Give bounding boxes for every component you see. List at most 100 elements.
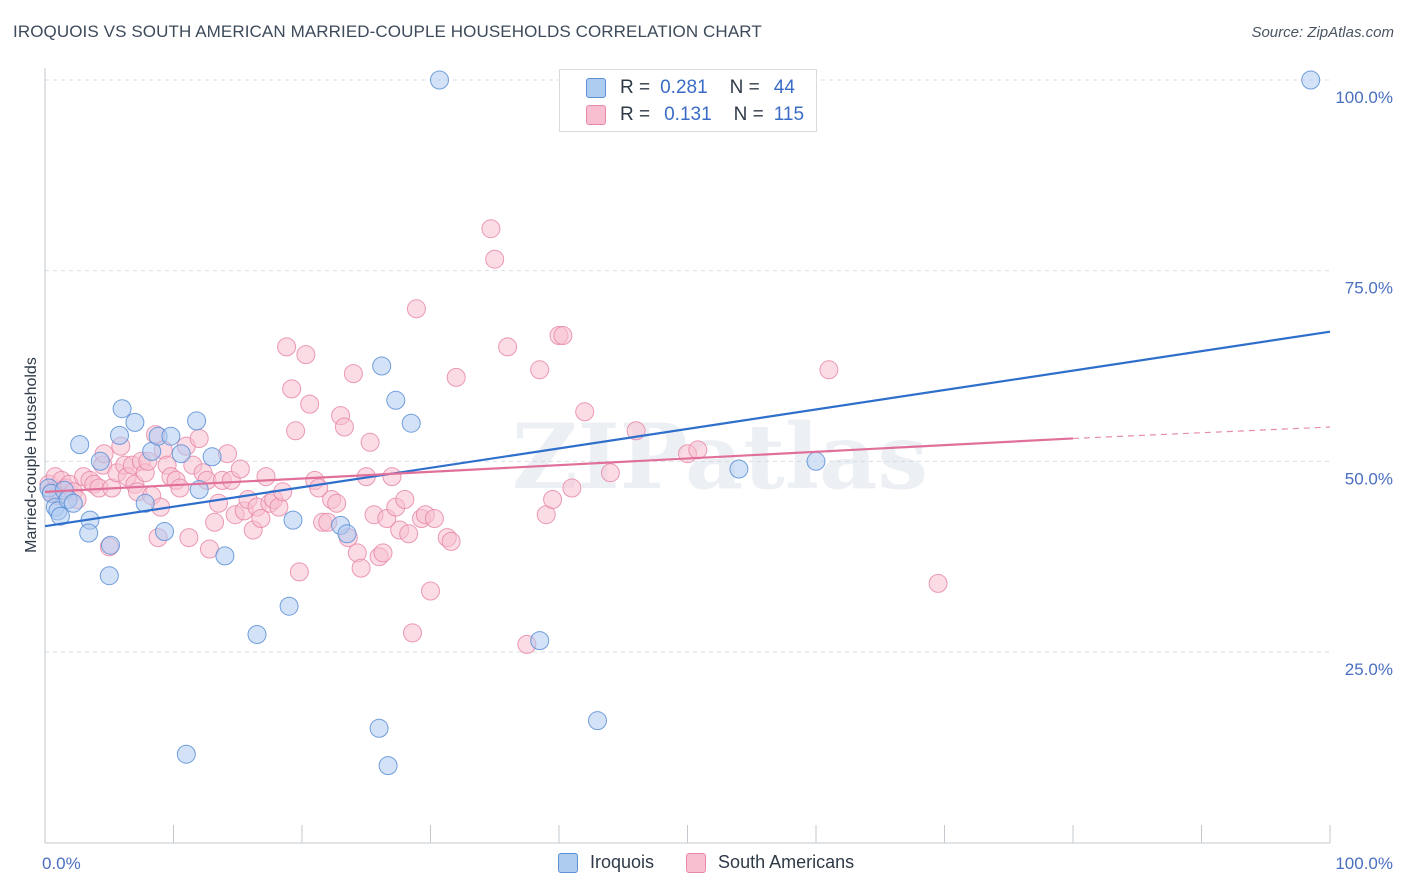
point-south-americans [286, 421, 306, 441]
point-south-americans [485, 249, 505, 269]
point-iroquois [202, 447, 222, 467]
point-south-americans [230, 459, 250, 479]
series-legend-item-iroquois[interactable]: Iroquois [558, 852, 654, 873]
y-tick-label: 50.0% [1345, 469, 1393, 488]
point-south-americans [382, 467, 402, 487]
legend-swatch-south-americans [586, 105, 606, 125]
x-tick-label: 100.0% [1335, 854, 1393, 873]
point-iroquois [337, 524, 357, 544]
point-south-americans [360, 432, 380, 452]
y-tick-label: 100.0% [1335, 88, 1393, 107]
point-iroquois [135, 493, 155, 513]
legend-swatch-iroquois [586, 78, 606, 98]
point-south-americans [481, 219, 501, 239]
axes [44, 68, 1331, 844]
point-iroquois [279, 596, 299, 616]
point-iroquois [63, 493, 83, 513]
legend-r-label: R = [620, 77, 651, 98]
point-south-americans [289, 562, 309, 582]
point-south-americans [543, 490, 563, 509]
point-south-americans [928, 573, 948, 593]
legend-n-label: N = [729, 77, 760, 98]
y-tick-label: 75.0% [1345, 279, 1393, 298]
point-iroquois [125, 412, 145, 432]
point-south-americans [300, 394, 320, 414]
point-iroquois [176, 744, 196, 764]
series-label-iroquois: Iroquois [590, 852, 655, 872]
point-south-americans [424, 509, 444, 528]
legend-row-iroquois: R = 0.281 N = 44 [586, 76, 795, 100]
point-south-americans [399, 524, 419, 544]
legend-n-label: N = [733, 104, 764, 125]
point-south-americans [403, 623, 422, 643]
point-south-americans [334, 417, 354, 437]
point-south-americans [498, 337, 518, 357]
point-south-americans [373, 543, 393, 563]
point-south-americans [277, 337, 297, 357]
point-south-americans [395, 490, 415, 509]
point-south-americans [406, 299, 426, 319]
point-south-americans [562, 478, 582, 498]
chart-source: Source: ZipAtlas.com [1251, 24, 1394, 41]
legend-r-label: R = [620, 104, 651, 125]
trend-line-iroquois [44, 330, 1331, 528]
x-tick-label: 0.0% [42, 854, 81, 873]
series-label-south-americans: South Americans [718, 852, 855, 872]
point-south-americans [819, 360, 839, 380]
point-iroquois [70, 435, 90, 455]
point-iroquois [372, 356, 392, 376]
point-iroquois [530, 631, 550, 651]
point-south-americans [205, 512, 225, 532]
point-iroquois [247, 625, 267, 644]
chart-title: IROQUOIS VS SOUTH AMERICAN MARRIED-COUPL… [13, 22, 762, 41]
point-iroquois [729, 459, 749, 479]
point-iroquois [378, 756, 398, 776]
y-axis-title: Married-couple Households [23, 357, 40, 553]
point-south-americans [170, 478, 190, 498]
point-south-americans [688, 440, 708, 460]
point-south-americans [575, 402, 595, 422]
point-iroquois [430, 70, 449, 90]
point-south-americans [189, 429, 209, 448]
point-iroquois [101, 535, 120, 555]
point-iroquois [588, 711, 607, 731]
point-south-americans [256, 467, 276, 487]
point-south-americans [553, 326, 573, 345]
point-iroquois [112, 399, 132, 419]
point-iroquois [90, 451, 110, 471]
point-iroquois [155, 522, 174, 541]
point-iroquois [369, 718, 389, 738]
point-south-americans [296, 345, 316, 365]
series-swatch-south-americans [686, 852, 707, 873]
point-iroquois [215, 546, 235, 566]
tick-labels: 25.0% 50.0% 75.0% 100.0% 0.0% 100.0% [42, 88, 1393, 873]
point-iroquois [79, 523, 99, 543]
point-iroquois [386, 390, 406, 410]
legend-n-value: 115 [773, 104, 805, 125]
y-tick-label: 25.0% [1345, 660, 1393, 679]
legend-n-value: 44 [773, 77, 795, 98]
point-south-americans [218, 444, 237, 464]
data-points [39, 70, 1321, 776]
point-south-americans [343, 364, 363, 384]
legend-row-south-americans: R = 0.131 N = 115 [586, 103, 804, 127]
point-iroquois [806, 451, 826, 471]
grid-lines [45, 79, 1330, 653]
point-south-americans [179, 528, 199, 548]
legend-r-value: 0.281 [660, 77, 708, 98]
point-iroquois [283, 510, 303, 530]
point-south-americans [327, 493, 347, 513]
series-legend-item-south-americans[interactable]: South Americans [686, 852, 854, 873]
point-iroquois [187, 411, 207, 431]
trend-lines [44, 330, 1331, 528]
point-iroquois [110, 425, 129, 445]
point-south-americans [600, 463, 620, 483]
point-south-americans [251, 509, 271, 528]
point-iroquois [161, 426, 181, 446]
point-south-americans [446, 367, 466, 387]
series-swatch-iroquois [558, 852, 578, 873]
point-iroquois [401, 413, 421, 433]
point-south-americans [282, 379, 302, 399]
point-south-americans [351, 558, 371, 578]
